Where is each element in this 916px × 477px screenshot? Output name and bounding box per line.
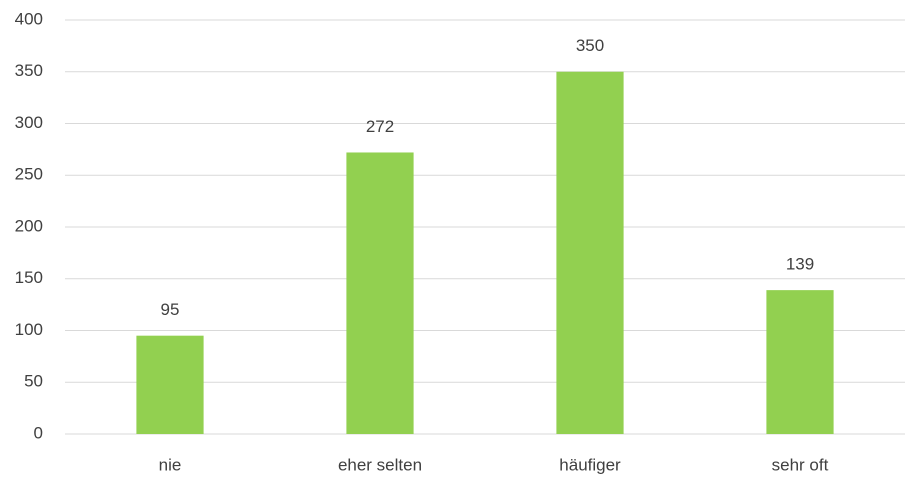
y-tick-label: 50 xyxy=(24,372,43,391)
bar xyxy=(346,152,414,435)
y-tick-label: 350 xyxy=(15,61,43,80)
y-tick-label: 200 xyxy=(15,216,43,235)
bar xyxy=(136,335,204,434)
bar xyxy=(556,71,624,434)
data-label: 272 xyxy=(366,117,394,136)
data-label: 139 xyxy=(786,255,814,274)
y-tick-label: 300 xyxy=(15,113,43,132)
y-tick-label: 0 xyxy=(34,423,43,442)
data-label: 350 xyxy=(576,36,604,55)
x-tick-label: nie xyxy=(159,455,182,474)
y-tick-label: 400 xyxy=(15,9,43,28)
y-tick-label: 250 xyxy=(15,165,43,184)
y-tick-label: 150 xyxy=(15,268,43,287)
x-tick-label: eher selten xyxy=(338,455,422,474)
y-tick-label: 100 xyxy=(15,320,43,339)
x-tick-label: häufiger xyxy=(559,455,621,474)
data-label: 95 xyxy=(161,300,180,319)
x-tick-label: sehr oft xyxy=(772,455,829,474)
bar xyxy=(766,290,834,434)
